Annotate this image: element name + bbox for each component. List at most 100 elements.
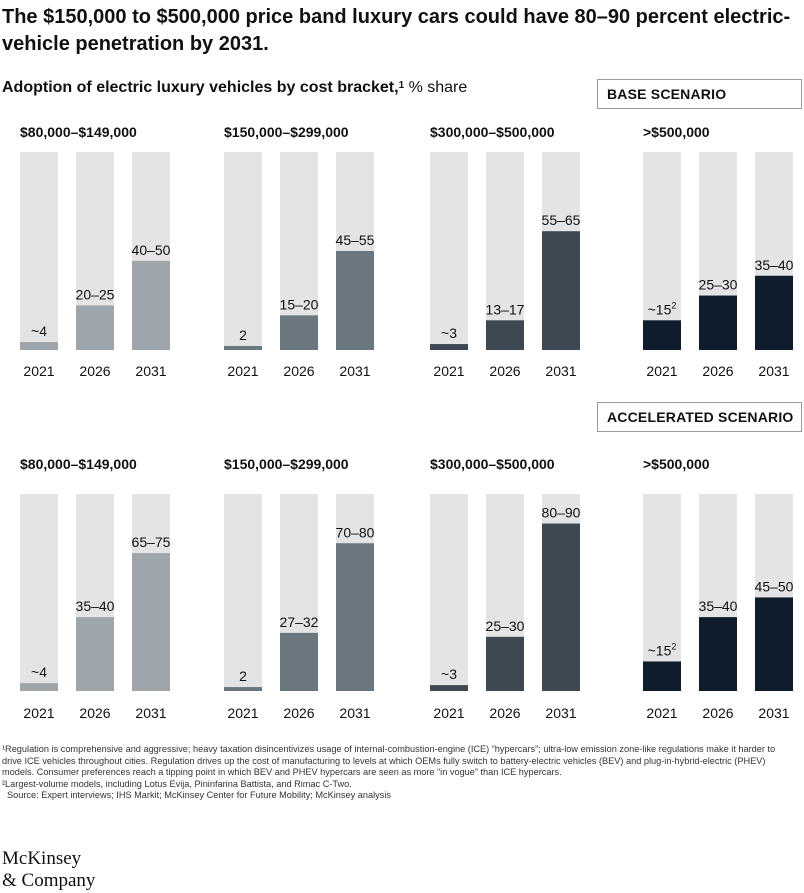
base-bar-2021: [224, 346, 262, 350]
base-data-label: 40–50: [132, 242, 171, 258]
accelerated-bar-2026: [280, 632, 318, 691]
accelerated-scenario-label: ACCELERATED SCENARIO: [597, 402, 802, 432]
base-bar-track: [20, 152, 58, 350]
base-data-label: 35–40: [755, 257, 794, 273]
subtitle-text: Adoption of electric luxury vehicles by …: [2, 79, 399, 96]
accelerated-data-label: 2: [239, 668, 247, 684]
accelerated-data-label: ~3: [441, 666, 457, 682]
base-data-label: 15–20: [280, 296, 319, 312]
base-bar-2026: [486, 320, 524, 350]
subtitle-unit: % share: [408, 79, 468, 96]
accelerated-bar-track: [20, 494, 58, 691]
base-panel-title: $150,000–$299,000: [224, 124, 349, 140]
base-bar-2021: [20, 342, 58, 350]
base-data-label: 55–65: [542, 212, 581, 228]
base-year-label: 2026: [489, 363, 520, 379]
footnotes: ¹Regulation is comprehensive and aggress…: [2, 744, 797, 802]
accelerated-bar-2031: [336, 543, 374, 691]
accelerated-data-label: 70–80: [336, 524, 375, 540]
accelerated-bar-track: [430, 494, 468, 691]
base-data-label: 45–55: [336, 232, 375, 248]
accelerated-bar-track: [224, 494, 262, 691]
base-data-label: ~152: [648, 300, 677, 317]
base-bar-track: [430, 152, 468, 350]
accelerated-year-label: 2026: [79, 705, 110, 721]
source-note: Source: Expert interviews; IHS Markit; M…: [7, 790, 391, 800]
accelerated-year-label: 2021: [23, 705, 54, 721]
accelerated-data-label: ~4: [31, 664, 47, 680]
base-data-label: 2: [239, 327, 247, 343]
base-bar-2026: [699, 295, 737, 350]
base-bar-2021: [430, 344, 468, 350]
accelerated-year-label: 2021: [646, 705, 677, 721]
base-year-label: 2031: [135, 363, 166, 379]
accelerated-data-label: 27–32: [280, 614, 319, 630]
base-panel-title: $80,000–$149,000: [20, 124, 137, 140]
accelerated-year-label: 2021: [433, 705, 464, 721]
footnote-1: ¹Regulation is comprehensive and aggress…: [2, 744, 776, 777]
base-bar-2026: [76, 305, 114, 350]
base-year-label: 2026: [702, 363, 733, 379]
base-bar-2031: [336, 251, 374, 350]
accelerated-data-label: ~152: [648, 641, 677, 658]
accelerated-year-label: 2031: [135, 705, 166, 721]
accelerated-panel-title: >$500,000: [643, 456, 710, 472]
base-year-label: 2026: [283, 363, 314, 379]
accelerated-bar-2026: [699, 617, 737, 691]
base-data-label: ~4: [31, 323, 47, 339]
base-year-label: 2021: [433, 363, 464, 379]
accelerated-data-label: 45–50: [755, 578, 794, 594]
base-data-label: 25–30: [699, 277, 738, 293]
accelerated-bar-2021: [643, 661, 681, 691]
accelerated-panel-title: $80,000–$149,000: [20, 456, 137, 472]
subtitle-footnote-mark: 1: [398, 80, 405, 91]
accelerated-year-label: 2026: [702, 705, 733, 721]
base-data-label: 20–25: [76, 286, 115, 302]
accelerated-bar-2026: [76, 617, 114, 691]
base-year-label: 2031: [339, 363, 370, 379]
accelerated-bar-track: [643, 494, 681, 691]
base-bar-2031: [542, 231, 580, 350]
accelerated-bar-2031: [542, 523, 580, 691]
base-bar-track: [486, 152, 524, 350]
accelerated-bar-2031: [755, 597, 793, 691]
accelerated-bar-2021: [20, 683, 58, 691]
accelerated-year-label: 2031: [545, 705, 576, 721]
base-bar-track: [643, 152, 681, 350]
accelerated-year-label: 2026: [283, 705, 314, 721]
chart-subtitle: Adoption of electric luxury vehicles by …: [2, 78, 467, 98]
base-bar-track: [224, 152, 262, 350]
base-year-label: 2021: [23, 363, 54, 379]
base-data-label: ~3: [441, 325, 457, 341]
accelerated-data-label: 25–30: [486, 618, 525, 634]
base-year-label: 2021: [646, 363, 677, 379]
base-year-label: 2021: [227, 363, 258, 379]
accelerated-bar-2031: [132, 553, 170, 691]
accelerated-panel-title: $300,000–$500,000: [430, 456, 555, 472]
accelerated-bar-2021: [224, 687, 262, 691]
accelerated-data-label: 65–75: [132, 534, 171, 550]
base-bar-2031: [132, 260, 170, 350]
base-bar-2031: [755, 275, 793, 350]
base-bar-2026: [280, 315, 318, 350]
accelerated-bar-2026: [486, 636, 524, 691]
accelerated-data-label: 80–90: [542, 505, 581, 521]
base-bar-2021: [643, 320, 681, 350]
base-scenario-label: BASE SCENARIO: [597, 79, 802, 109]
logo-line-2: & Company: [2, 870, 96, 891]
base-panel-title: >$500,000: [643, 124, 710, 140]
accelerated-bar-2021: [430, 685, 468, 691]
footnote-2: ²Largest-volume models, including Lotus …: [2, 778, 352, 789]
bar-charts: $80,000–$149,000 ~4 2021 20–25 2026 40–50 2031…: [20, 124, 794, 721]
base-year-label: 2026: [79, 363, 110, 379]
accelerated-data-label: 35–40: [699, 598, 738, 614]
accelerated-year-label: 2026: [489, 705, 520, 721]
accelerated-data-label: 35–40: [76, 598, 115, 614]
base-year-label: 2031: [545, 363, 576, 379]
logo-line-1: McKinsey: [2, 848, 82, 869]
accelerated-panel-title: $150,000–$299,000: [224, 456, 349, 472]
accelerated-year-label: 2021: [227, 705, 258, 721]
mckinsey-logo: McKinsey & Company: [2, 848, 95, 892]
accelerated-year-label: 2031: [758, 705, 789, 721]
base-year-label: 2031: [758, 363, 789, 379]
